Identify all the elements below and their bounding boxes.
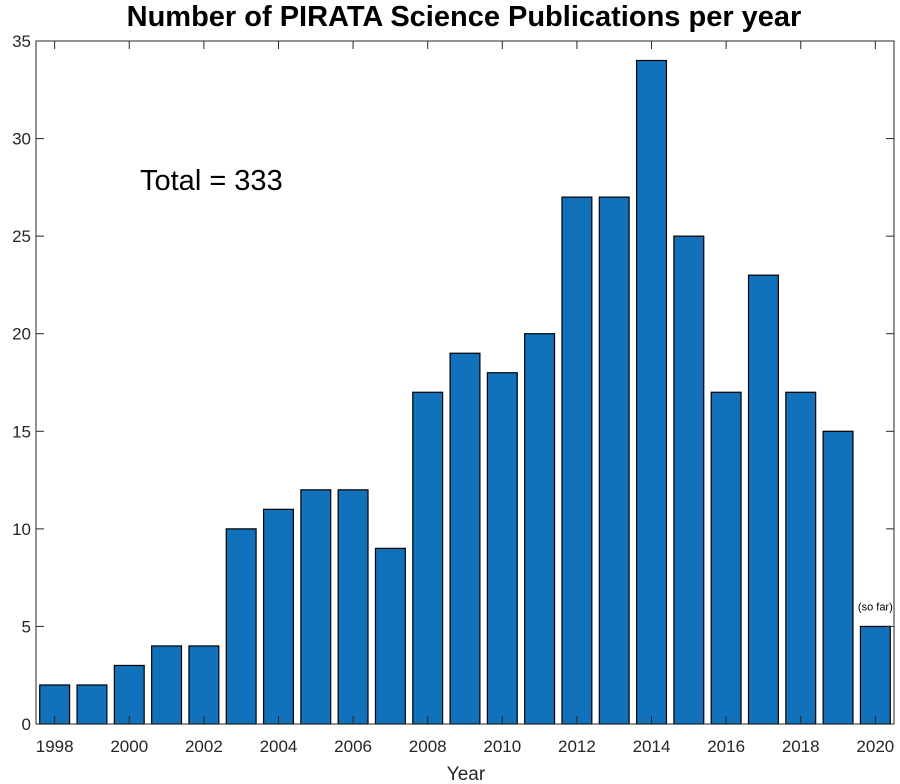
bar-2017 (747, 274, 779, 725)
x-tick-label: 2016 (707, 737, 745, 756)
y-tick-label: 10 (12, 520, 31, 539)
bar-2010 (486, 372, 518, 725)
y-tick-label: 25 (12, 227, 31, 246)
bars-group (39, 59, 891, 725)
x-tick-label: 2004 (260, 737, 298, 756)
x-tick-label: 2020 (856, 737, 894, 756)
bar-2015 (673, 235, 705, 725)
bar-2012 (561, 196, 593, 725)
bar-2003 (225, 528, 257, 725)
bar-2002 (188, 645, 220, 725)
y-tick-label: 5 (22, 617, 31, 636)
total-annotation: Total = 333 (140, 165, 283, 197)
bar-2014 (635, 59, 668, 725)
bar-2005 (300, 489, 332, 725)
y-tick-label: 20 (12, 325, 31, 344)
y-tick-label: 0 (22, 715, 31, 734)
x-axis-label: Year (447, 764, 486, 784)
bar-1999 (76, 684, 108, 725)
x-tick-label: 2014 (633, 737, 671, 756)
bar-2018 (785, 391, 817, 725)
bar-2016 (710, 391, 742, 725)
bar-2011 (524, 333, 556, 725)
bar-2009 (449, 352, 481, 725)
chart-title: Number of PIRATA Science Publications pe… (127, 1, 802, 33)
x-tick-label: 2000 (110, 737, 148, 756)
plot-frame (35, 40, 895, 725)
y-tick-label: 15 (12, 422, 31, 441)
bar-2008 (412, 391, 444, 725)
x-tick-label: 2008 (409, 737, 447, 756)
bar-2001 (151, 645, 183, 725)
x-tick-label: 1998 (36, 737, 74, 756)
so-far-annotation: (so far) (858, 601, 893, 613)
bar-2007 (374, 547, 406, 725)
bar-2004 (262, 508, 294, 725)
y-tick-label: 35 (12, 32, 31, 51)
bar-2000 (113, 664, 145, 725)
axes-group: 0 5 10 15 20 25 30 35 1998 2000 2002 2004 2006 2008 20… (12, 32, 895, 756)
bar-2006 (337, 489, 369, 725)
x-tick-label: 2006 (334, 737, 372, 756)
x-tick-label: 2012 (558, 737, 596, 756)
x-tick-label: 2018 (782, 737, 820, 756)
x-tick-label: 2002 (185, 737, 223, 756)
bar-2019 (822, 430, 854, 725)
y-tick-label: 30 (12, 130, 31, 149)
bar-2020 (859, 625, 891, 725)
x-tick-label: 2010 (483, 737, 521, 756)
bar-2013 (598, 196, 630, 725)
